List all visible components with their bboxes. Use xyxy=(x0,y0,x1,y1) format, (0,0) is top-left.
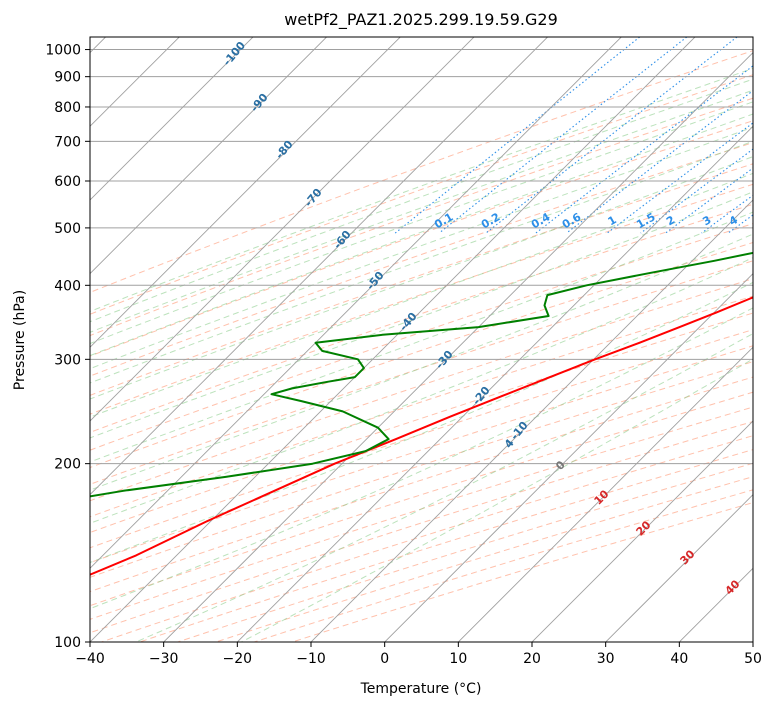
chart-title: wetPf2_PAZ1.2025.299.19.59.G29 xyxy=(284,10,558,30)
moist-adiabat-line xyxy=(90,126,753,370)
x-tick-label: 20 xyxy=(523,651,541,667)
moist-adiabat-line xyxy=(90,281,753,564)
moist-adiabat-line xyxy=(90,78,753,323)
isotherm-line xyxy=(384,273,753,642)
moist-adiabat-line xyxy=(90,233,753,491)
y-tick-label: 500 xyxy=(54,221,81,237)
isotherm-line xyxy=(90,37,475,422)
x-tick-label: 10 xyxy=(449,651,467,667)
mixing-ratio-line xyxy=(394,37,641,234)
y-tick-label: 200 xyxy=(54,457,81,473)
moist-adiabat-line xyxy=(90,211,753,463)
x-tick-label: 0 xyxy=(380,651,389,667)
dry-adiabat-line xyxy=(177,462,753,642)
dry-adiabat-line xyxy=(90,142,753,377)
isotherm-line xyxy=(90,37,328,275)
x-tick-label: −20 xyxy=(223,651,253,667)
moist-adiabat-line xyxy=(241,358,753,642)
mixing-ratio-lines xyxy=(394,37,753,234)
dry-adiabat-line xyxy=(292,502,753,642)
isotherm-line xyxy=(163,51,753,642)
y-axis-title: Pressure (hPa) xyxy=(12,290,28,390)
isotherm-line xyxy=(236,125,753,642)
y-tick-label: 400 xyxy=(54,278,81,294)
x-tick-label: −40 xyxy=(75,651,105,667)
moist-adiabat-line xyxy=(90,67,753,313)
moist-adiabat-line xyxy=(135,333,753,642)
y-tick-label: 600 xyxy=(54,174,81,190)
isotherm-line xyxy=(90,37,549,496)
x-tick-label: −10 xyxy=(296,651,326,667)
dry-adiabat-line xyxy=(90,345,753,564)
dewpoint-profile xyxy=(90,251,753,498)
dry-adiabat-line xyxy=(215,476,753,642)
dry-adiabat-line xyxy=(90,120,753,357)
mixing-ratio-line xyxy=(438,37,688,234)
isobars xyxy=(90,49,753,642)
dry-adiabat-line xyxy=(254,489,753,642)
isotherm-line xyxy=(531,420,753,642)
dry-adiabat-line xyxy=(90,50,753,293)
dry-adiabat-line xyxy=(101,435,753,642)
isotherm-line xyxy=(310,199,753,642)
y-tick-label: 300 xyxy=(54,352,81,368)
y-tick-label: 800 xyxy=(54,100,81,116)
x-axis-title: Temperature (°C) xyxy=(360,681,482,697)
x-tick-label: 40 xyxy=(670,651,688,667)
x-tick-label: 50 xyxy=(744,651,762,667)
y-axis: 100 200 300 400 500 600 700 800 900 1000 xyxy=(45,43,90,651)
y-tick-label: 700 xyxy=(54,134,81,150)
dry-adiabat-line xyxy=(90,361,753,578)
dry-adiabat-line xyxy=(90,183,753,415)
isotherm-line xyxy=(90,37,254,201)
isotherm-line xyxy=(90,37,696,642)
x-tick-label: 30 xyxy=(597,651,615,667)
isotherm-line xyxy=(605,494,753,642)
y-tick-label: 1000 xyxy=(45,43,81,59)
temperature-profile xyxy=(90,296,753,576)
dry-adiabat-line xyxy=(90,329,753,549)
moist-adiabat-line xyxy=(90,172,753,418)
moist-adiabat-line xyxy=(90,257,753,524)
x-axis: −40 −30 −20 −10 0 10 20 30 40 50 xyxy=(75,642,762,667)
moist-adiabat-line xyxy=(90,113,753,357)
dry-adiabats xyxy=(90,50,753,642)
moist-adiabat-line xyxy=(90,89,753,333)
dry-adiabat-line xyxy=(139,449,753,642)
mixing-ratio-line xyxy=(606,122,753,234)
mixing-ratio-line xyxy=(485,37,738,234)
sounding-profiles xyxy=(90,251,753,576)
dry-adiabat-line xyxy=(90,163,753,396)
moist-adiabat-line xyxy=(90,156,753,400)
y-tick-label: 100 xyxy=(54,635,81,651)
y-tick-label: 900 xyxy=(54,70,81,86)
isotherm-line xyxy=(457,346,753,642)
plot-frame xyxy=(89,36,754,643)
dry-adiabat-line xyxy=(90,97,753,337)
mixing-ratio-line xyxy=(535,65,753,234)
isotherm-line xyxy=(90,37,622,569)
x-tick-label: −30 xyxy=(149,651,179,667)
